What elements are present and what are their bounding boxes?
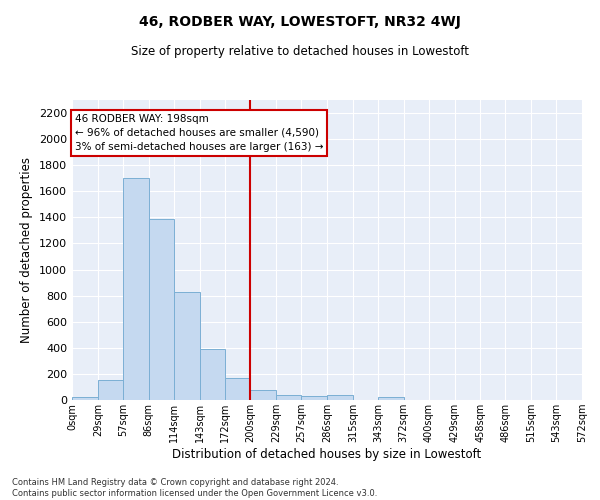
Y-axis label: Number of detached properties: Number of detached properties xyxy=(20,157,34,343)
Text: 46 RODBER WAY: 198sqm
← 96% of detached houses are smaller (4,590)
3% of semi-de: 46 RODBER WAY: 198sqm ← 96% of detached … xyxy=(74,114,323,152)
Bar xyxy=(199,349,226,400)
Bar xyxy=(226,378,250,400)
Text: 46, RODBER WAY, LOWESTOFT, NR32 4WJ: 46, RODBER WAY, LOWESTOFT, NR32 4WJ xyxy=(139,15,461,29)
Bar xyxy=(250,390,276,400)
Bar xyxy=(173,292,199,400)
Bar xyxy=(72,398,98,400)
Bar xyxy=(301,396,327,400)
Bar xyxy=(98,380,123,400)
Text: Contains HM Land Registry data © Crown copyright and database right 2024.
Contai: Contains HM Land Registry data © Crown c… xyxy=(12,478,377,498)
Bar xyxy=(327,396,353,400)
Bar xyxy=(149,218,173,400)
Bar xyxy=(378,398,404,400)
Bar xyxy=(276,396,301,400)
X-axis label: Distribution of detached houses by size in Lowestoft: Distribution of detached houses by size … xyxy=(172,448,482,461)
Text: Size of property relative to detached houses in Lowestoft: Size of property relative to detached ho… xyxy=(131,45,469,58)
Bar xyxy=(123,178,149,400)
